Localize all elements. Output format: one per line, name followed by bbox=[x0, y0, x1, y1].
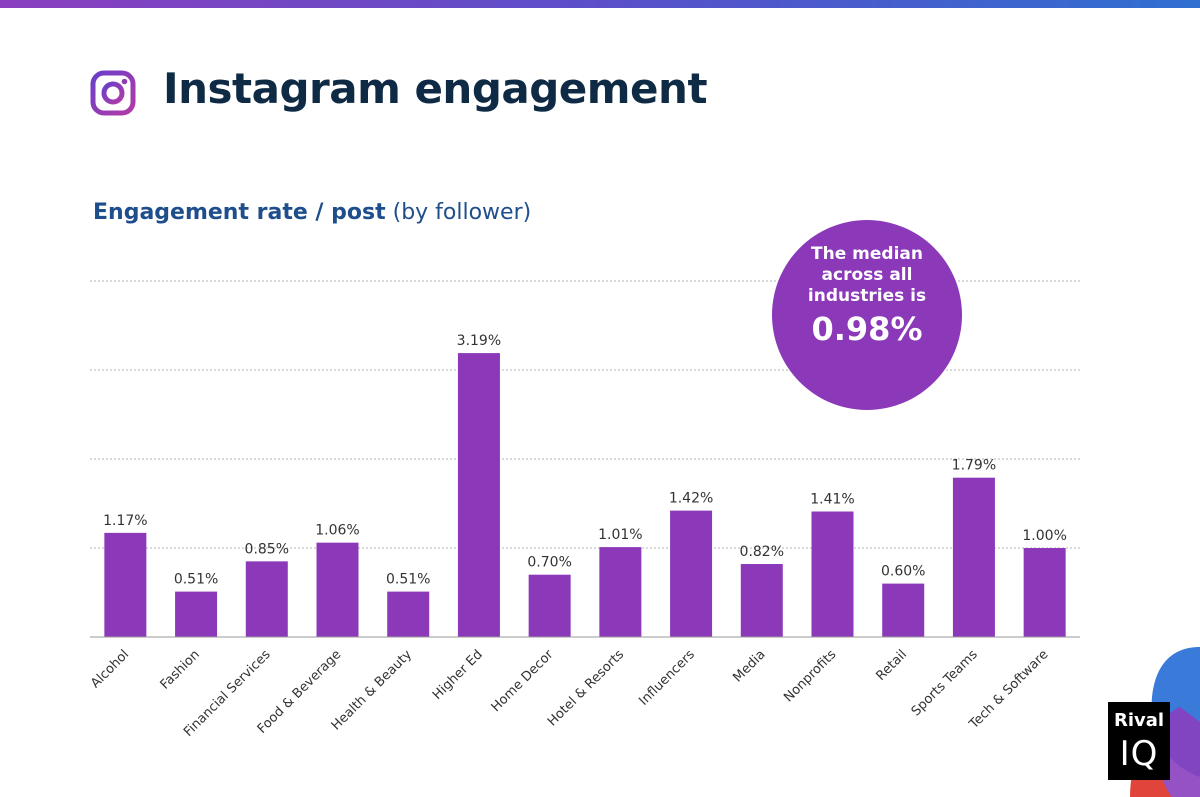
chart-subtitle: Engagement rate / post (by follower) bbox=[93, 200, 531, 225]
bar-value-label: 0.70% bbox=[527, 555, 571, 571]
bar-value-label: 1.00% bbox=[1022, 528, 1066, 544]
bar bbox=[740, 564, 783, 637]
chart-subtitle-light: (by follower) bbox=[392, 200, 532, 225]
median-callout-line: industries is bbox=[807, 286, 927, 306]
bar bbox=[245, 561, 288, 637]
category-label: Hotel & Resorts bbox=[545, 647, 627, 729]
bar bbox=[528, 574, 571, 637]
bar-value-label: 1.17% bbox=[103, 513, 147, 529]
category-label: Sports Teams bbox=[909, 647, 981, 719]
bar-value-label: 0.85% bbox=[245, 541, 289, 557]
logo-line1: Rival bbox=[1113, 710, 1165, 731]
category-label: Home Decor bbox=[489, 647, 557, 715]
bar-value-label: 1.06% bbox=[315, 523, 359, 539]
bar bbox=[670, 510, 713, 637]
bar bbox=[811, 511, 854, 637]
bar bbox=[387, 591, 430, 637]
median-callout-value: 0.98% bbox=[811, 310, 923, 348]
rival-iq-logo: Rival IQ bbox=[1108, 702, 1170, 780]
bar bbox=[882, 583, 925, 637]
bar bbox=[599, 547, 642, 637]
category-label: Higher Ed bbox=[430, 647, 486, 703]
bar-value-label: 1.41% bbox=[810, 492, 854, 508]
category-label: Media bbox=[730, 647, 768, 685]
bar bbox=[952, 477, 995, 637]
bar-value-label: 0.82% bbox=[740, 544, 784, 560]
category-label: Alcohol bbox=[88, 647, 132, 691]
instagram-icon bbox=[90, 70, 136, 116]
median-callout: The median across all industries is 0.98… bbox=[772, 220, 962, 410]
category-label: Influencers bbox=[636, 647, 698, 709]
category-label: Tech & Software bbox=[966, 647, 1051, 732]
bar bbox=[316, 542, 359, 637]
bar bbox=[175, 591, 218, 637]
category-label: Fashion bbox=[158, 647, 203, 692]
category-label: Nonprofits bbox=[781, 647, 839, 705]
bar bbox=[104, 532, 147, 637]
bar-value-label: 1.01% bbox=[598, 527, 642, 543]
bar-value-label: 0.51% bbox=[386, 572, 430, 588]
logo-line2: IQ bbox=[1119, 734, 1159, 774]
bar-value-label: 0.60% bbox=[881, 564, 925, 580]
page-title: Instagram engagement bbox=[163, 64, 708, 113]
median-callout-line: The median bbox=[811, 244, 923, 264]
bar bbox=[457, 353, 500, 637]
chart-subtitle-bold: Engagement rate / post bbox=[93, 200, 386, 225]
bar-value-label: 0.51% bbox=[174, 572, 218, 588]
top-gradient-bar bbox=[0, 0, 1200, 8]
category-label: Retail bbox=[873, 647, 910, 684]
bar-value-label: 3.19% bbox=[457, 333, 501, 349]
bar bbox=[1023, 548, 1066, 637]
median-callout-line: across all bbox=[821, 265, 913, 285]
median-callout-text: The median across all industries is bbox=[772, 244, 962, 307]
bar-value-label: 1.42% bbox=[669, 491, 713, 507]
bar-value-label: 1.79% bbox=[952, 458, 996, 474]
